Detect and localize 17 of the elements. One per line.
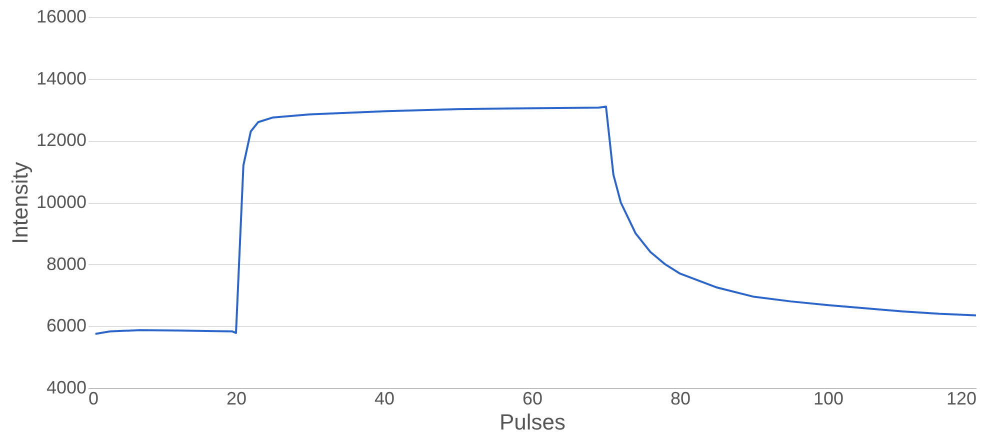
y-tick-label: 10000 xyxy=(36,192,86,212)
x-tick-label: 40 xyxy=(374,388,395,408)
y-axis-title: Intensity xyxy=(7,162,32,244)
y-tick-label: 16000 xyxy=(36,6,86,26)
line-series xyxy=(94,106,977,335)
x-tick-label: 100 xyxy=(813,388,844,408)
y-tick-label: 12000 xyxy=(36,130,86,150)
x-tick-label: 120 xyxy=(946,388,976,408)
y-tick-label: 14000 xyxy=(36,68,86,88)
x-tick-label: 0 xyxy=(88,388,99,408)
y-tick-label: 8000 xyxy=(46,254,86,274)
x-tick-label: 20 xyxy=(226,388,247,408)
x-axis-title: Pulses xyxy=(499,410,566,434)
y-tick-label: 6000 xyxy=(46,316,86,336)
x-tick-label: 60 xyxy=(522,388,543,408)
y-tick-label: 4000 xyxy=(46,378,86,398)
x-tick-label: 80 xyxy=(670,388,691,408)
